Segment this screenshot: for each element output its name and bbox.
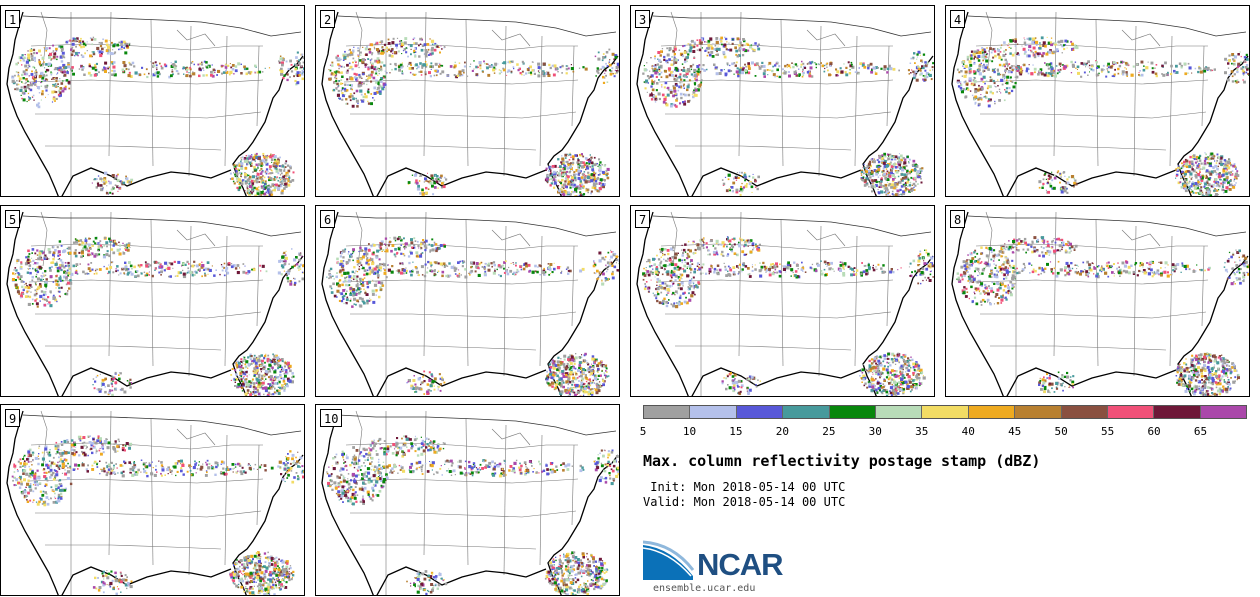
panel-10: 10 [315,404,620,596]
colorbar-tick-label: 60 [1147,425,1161,438]
panel-number-label: 8 [950,210,966,228]
valid-time: Valid: Mon 2018-05-14 00 UTC [643,495,846,509]
logo-wordmark: NCAR [697,547,784,582]
reflectivity-map [6,211,304,396]
reflectivity-map [951,11,1249,196]
colorbar-tick-label: 10 [682,425,697,438]
colorbar-tick-label: 50 [1054,425,1068,438]
colorbar-swatch [1015,406,1062,418]
reflectivity-map [636,211,934,396]
colorbar-tick-label: 45 [1008,425,1022,438]
colorbar-swatch [875,406,923,418]
panel-number-label: 5 [5,210,21,228]
colorbar-tick-label: 35 [915,425,929,438]
colorbar-swatch [829,406,876,418]
reflectivity-map [636,11,934,196]
colorbar-tick-label: 55 [1100,425,1115,438]
panel-4: 4 [945,5,1250,197]
colorbar-ticks: 5 10 15 20 25 30 35 40 45 50 55 60 65 [639,425,1247,439]
reflectivity-map [6,11,304,196]
colorbar-tick-label: 30 [868,425,882,438]
reflectivity-map [6,410,304,595]
reflectivity-map [951,211,1249,396]
colorbar-swatch [1107,406,1155,418]
colorbar-swatch [922,406,969,418]
panel-7: 7 [630,205,935,397]
colorbar-swatch [1061,406,1108,418]
colorbar-swatch [1154,406,1201,418]
panel-number-label: 6 [320,210,336,228]
panel-2: 2 [315,5,620,197]
panel-number-label: 1 [5,10,21,28]
panel-6: 6 [315,205,620,397]
panel-number-label: 2 [320,10,336,28]
run-info: Init: Mon 2018-05-14 00 UTC Valid: Mon 2… [643,480,845,510]
reflectivity-map [321,410,619,595]
colorbar-tick-label: 65 [1193,425,1208,438]
panel-number-label: 3 [635,10,651,28]
panel-number-label: 7 [635,210,651,228]
colorbar-swatch [968,406,1016,418]
colorbar [643,405,1247,419]
plot-title: Max. column reflectivity postage stamp (… [643,452,1041,470]
panel-number-label: 10 [320,409,343,427]
logo-url: ensemble.ucar.edu [653,583,756,594]
reflectivity-map [321,11,619,196]
colorbar-tick-label: 5 [639,425,647,438]
colorbar-swatch [783,406,830,418]
panel-number-label: 4 [950,10,966,28]
panel-1: 1 [0,5,305,197]
colorbar-tick-label: 25 [822,425,836,438]
panel-5: 5 [0,205,305,397]
panel-number-label: 9 [5,409,21,427]
init-time: Init: Mon 2018-05-14 00 UTC [643,480,846,494]
colorbar-swatch [736,406,784,418]
colorbar-swatch [690,406,737,418]
panel-3: 3 [630,5,935,197]
panel-8: 8 [945,205,1250,397]
colorbar-swatch [644,406,691,418]
reflectivity-map [321,211,619,396]
colorbar-tick-label: 15 [729,425,743,438]
ncar-logo-icon [643,540,695,580]
panel-9: 9 [0,404,305,596]
colorbar-tick-label: 40 [961,425,975,438]
colorbar-swatch [1200,406,1247,418]
colorbar-tick-label: 20 [775,425,789,438]
